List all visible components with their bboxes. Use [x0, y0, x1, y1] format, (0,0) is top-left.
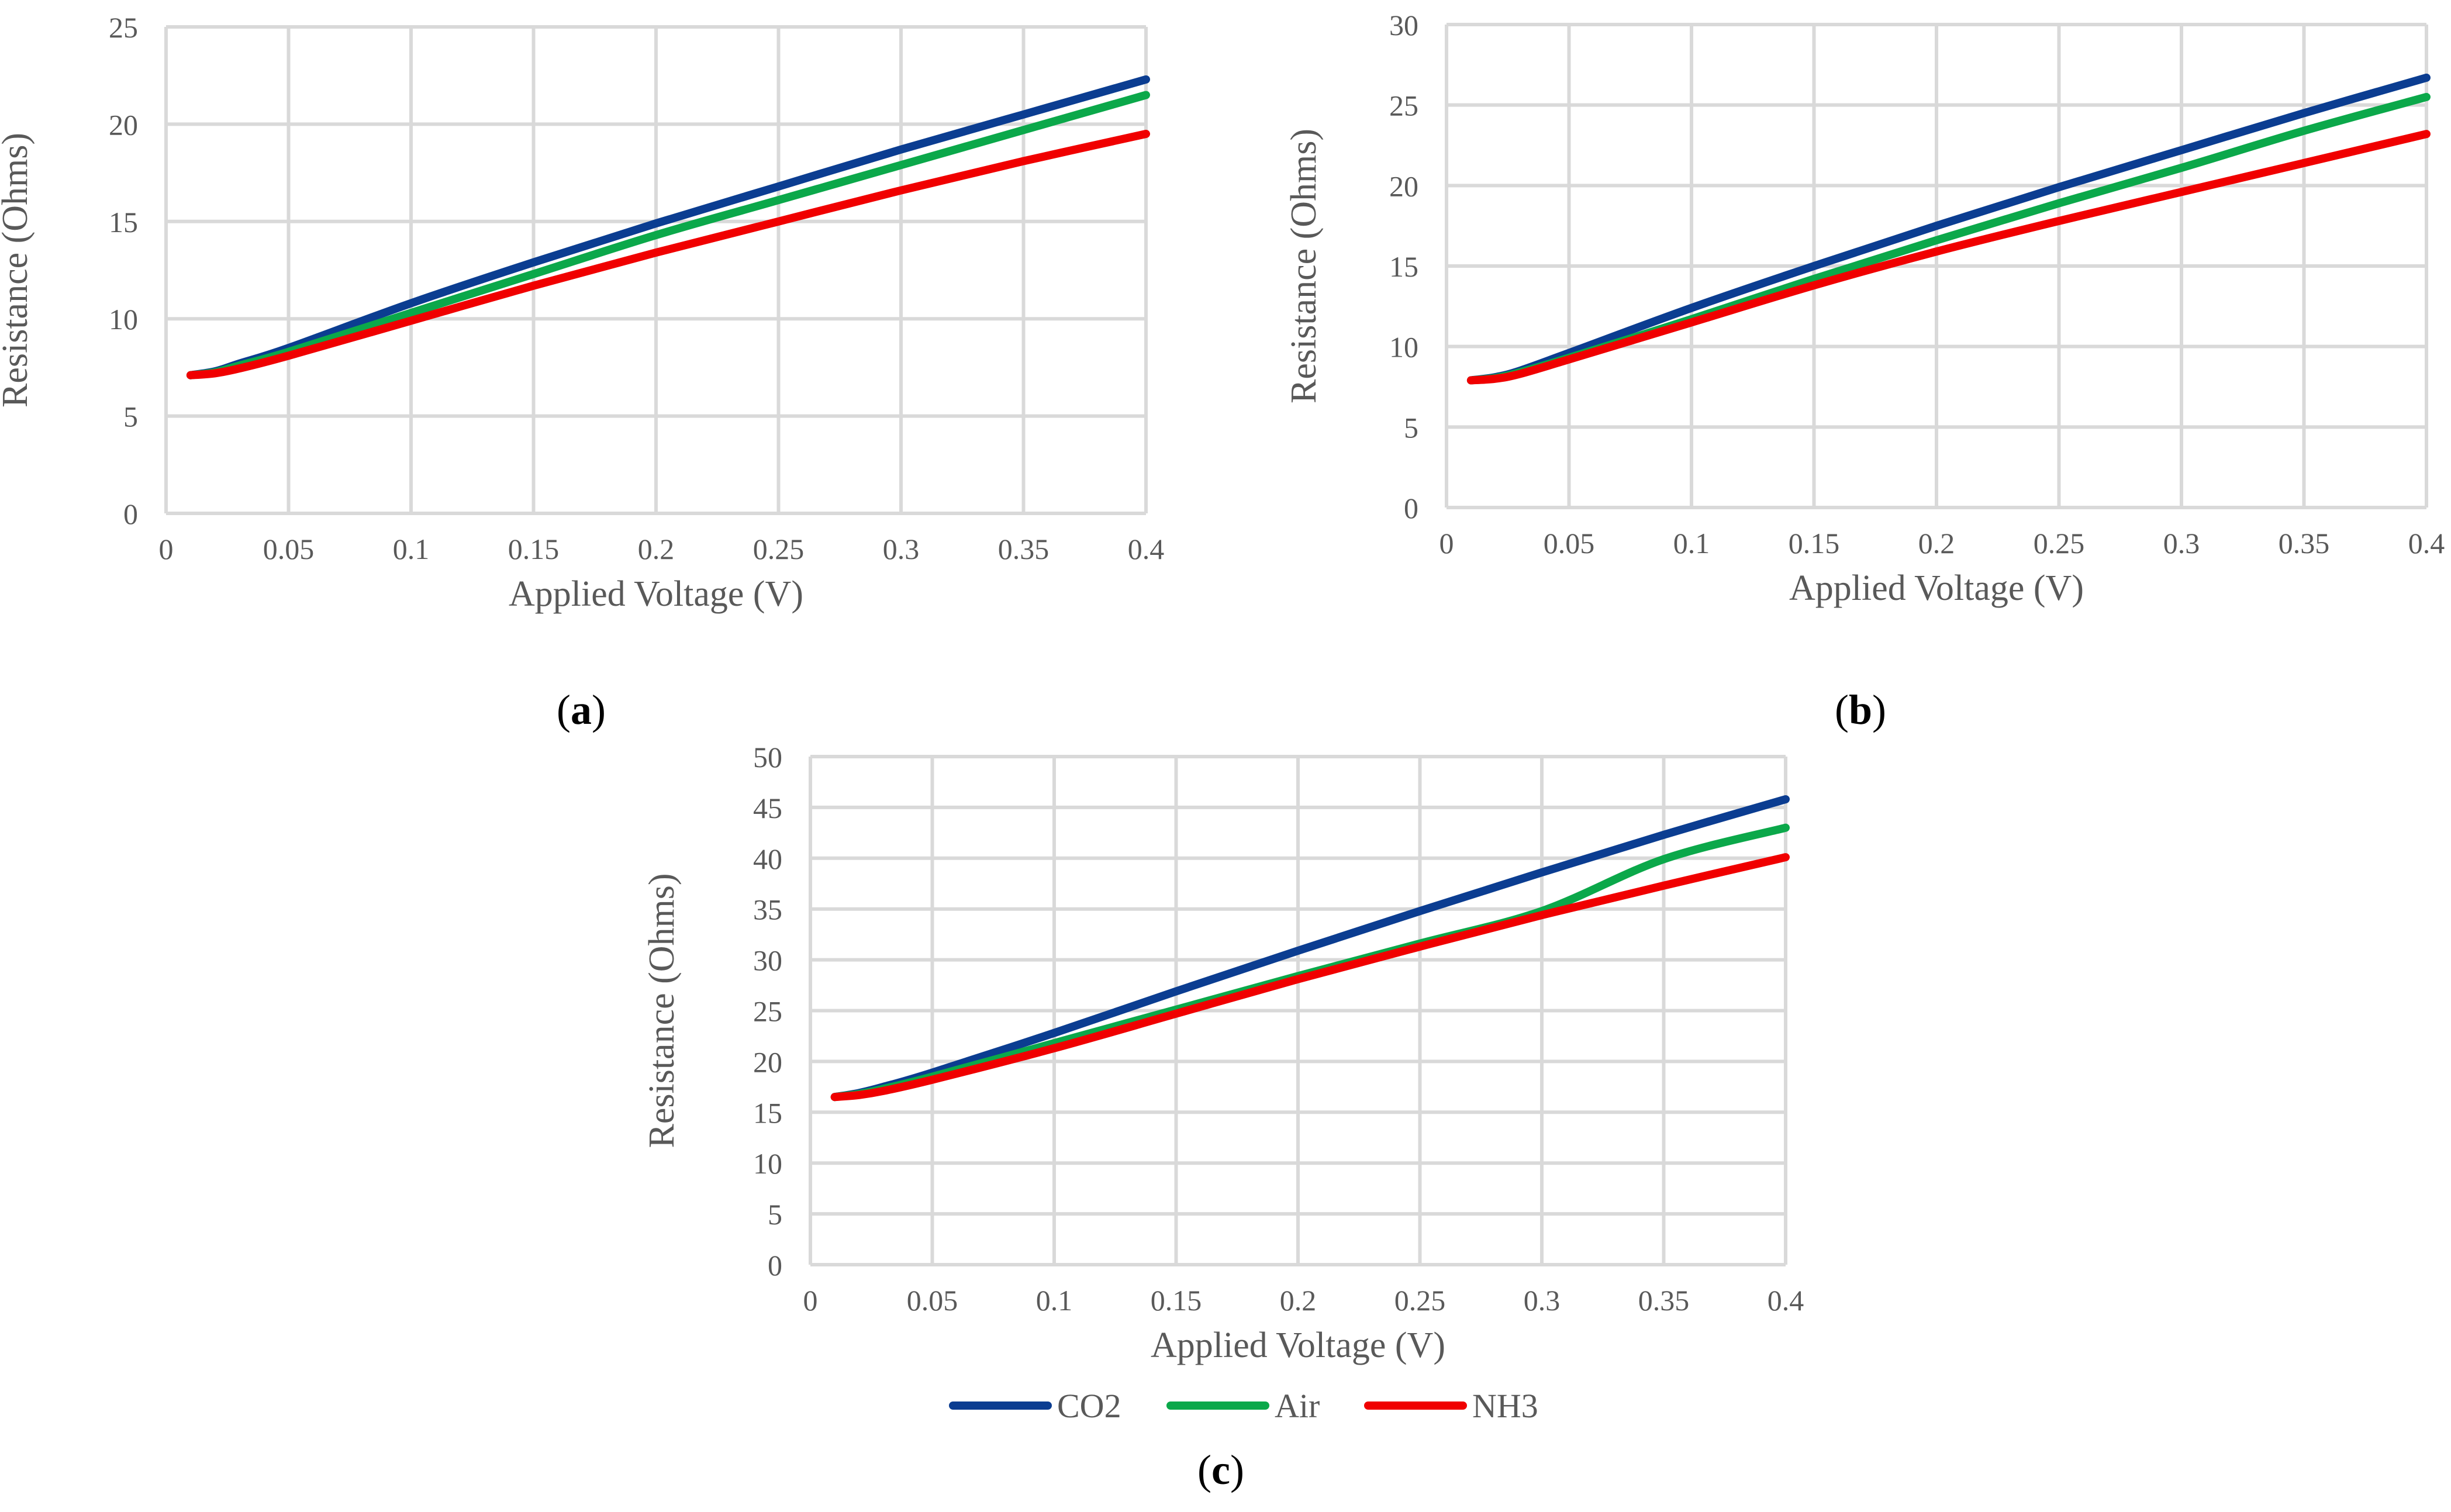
y-tick-label: 20	[753, 1045, 782, 1078]
chart-panel-c: 0 0.05 0.1 0.15 0.2 0.25 0.3 0.35 0.4 0 5 10 15 20 25 3…	[642, 741, 1804, 1493]
caption-close: )	[592, 686, 606, 733]
x-tick-label: 0.1	[1036, 1284, 1073, 1317]
y-axis-label: Resistance (Ohms)	[1284, 129, 1324, 403]
y-tick-label: 5	[123, 401, 138, 433]
caption-letter: c	[1211, 1447, 1230, 1493]
x-tick-label: 0.4	[2408, 527, 2445, 560]
x-tick-label: 0.1	[393, 533, 430, 565]
y-tick-label: 0	[1404, 492, 1418, 524]
x-axis-label: Applied Voltage (V)	[509, 574, 803, 614]
y-tick-label: 15	[109, 206, 138, 239]
x-tick-label: 0.1	[1673, 527, 1710, 560]
legend: CO2 Air NH3	[949, 1387, 1538, 1425]
y-tick-label: 0	[123, 498, 138, 530]
y-tick-label: 25	[109, 11, 138, 44]
y-tick-label: 50	[753, 741, 782, 774]
series-line-nh3	[830, 853, 1790, 1102]
y-tick-label: 35	[753, 893, 782, 926]
y-tick-label: 40	[753, 843, 782, 875]
y-tick-label: 30	[753, 944, 782, 977]
y-tick-label: 10	[1389, 331, 1418, 364]
caption-letter: a	[571, 686, 592, 733]
x-tick-label: 0	[159, 533, 174, 565]
x-tick-label: 0.3	[2163, 527, 2200, 560]
caption-close: )	[1872, 686, 1886, 733]
x-tick-label: 0.4	[1768, 1284, 1804, 1317]
y-axis-label: Resistance (Ohms)	[642, 873, 682, 1148]
chart-panel-a: 0 0.05 0.1 0.15 0.2 0.25 0.3 0.35 0.4 0 5 10 15 20 25 A…	[0, 11, 1164, 733]
x-tick-label: 0.05	[263, 533, 315, 565]
x-tick-label: 0	[1439, 527, 1454, 560]
legend-label-air: Air	[1275, 1387, 1320, 1425]
x-tick-label: 0.35	[1638, 1284, 1690, 1317]
y-tick-label: 5	[1404, 411, 1418, 444]
y-tick-label: 20	[109, 108, 138, 141]
x-tick-label: 0.05	[1544, 527, 1595, 560]
series-line-co2	[1466, 73, 2431, 385]
caption-open: (	[557, 686, 571, 733]
panel-caption: (c)	[1197, 1447, 1244, 1493]
x-tick-label: 0.2	[1918, 527, 1955, 560]
y-tick-label: 10	[109, 303, 138, 336]
x-tick-label: 0.35	[2279, 527, 2330, 560]
x-tick-label: 0.4	[1128, 533, 1165, 565]
x-tick-label: 0.15	[1789, 527, 1840, 560]
x-tick-label: 0.35	[998, 533, 1050, 565]
legend-label-nh3: NH3	[1472, 1387, 1538, 1425]
x-tick-label: 0.2	[638, 533, 675, 565]
x-tick-label: 0.25	[2034, 527, 2085, 560]
legend-label-co2: CO2	[1057, 1387, 1121, 1425]
x-tick-label: 0.05	[907, 1284, 958, 1317]
x-tick-label: 0.2	[1280, 1284, 1317, 1317]
x-axis-label: Applied Voltage (V)	[1789, 568, 2084, 608]
y-tick-label: 5	[768, 1198, 782, 1231]
y-tick-label: 25	[753, 995, 782, 1028]
x-tick-label: 0.3	[883, 533, 920, 565]
caption-letter: b	[1849, 686, 1872, 733]
panel-caption: (a)	[557, 686, 606, 733]
y-tick-label: 15	[1389, 250, 1418, 283]
chart-panel-b: 0 0.05 0.1 0.15 0.2 0.25 0.3 0.35 0.4 0 5 10 15 20 25 3…	[1284, 9, 2445, 733]
y-axis-label: Resistance (Ohms)	[0, 133, 35, 408]
series-line-nh3	[186, 130, 1150, 379]
x-tick-label: 0.25	[753, 533, 805, 565]
y-tick-label: 10	[753, 1147, 782, 1180]
y-tick-label: 20	[1389, 170, 1418, 202]
x-tick-label: 0	[803, 1284, 818, 1317]
y-tick-label: 15	[753, 1096, 782, 1129]
y-tick-label: 25	[1389, 89, 1418, 122]
caption-open: (	[1197, 1447, 1211, 1493]
y-tick-label: 0	[768, 1249, 782, 1282]
x-tick-label: 0.3	[1524, 1284, 1561, 1317]
caption-close: )	[1230, 1447, 1244, 1493]
caption-open: (	[1835, 686, 1849, 733]
x-tick-label: 0.25	[1394, 1284, 1446, 1317]
y-tick-label: 45	[753, 792, 782, 824]
y-tick-label: 30	[1389, 9, 1418, 42]
x-axis-label: Applied Voltage (V)	[1151, 1325, 1445, 1365]
x-tick-label: 0.15	[1151, 1284, 1202, 1317]
series-line-nh3	[1466, 130, 2431, 385]
series-line-co2	[830, 795, 1790, 1102]
x-tick-label: 0.15	[508, 533, 560, 565]
panel-caption: (b)	[1835, 686, 1886, 733]
